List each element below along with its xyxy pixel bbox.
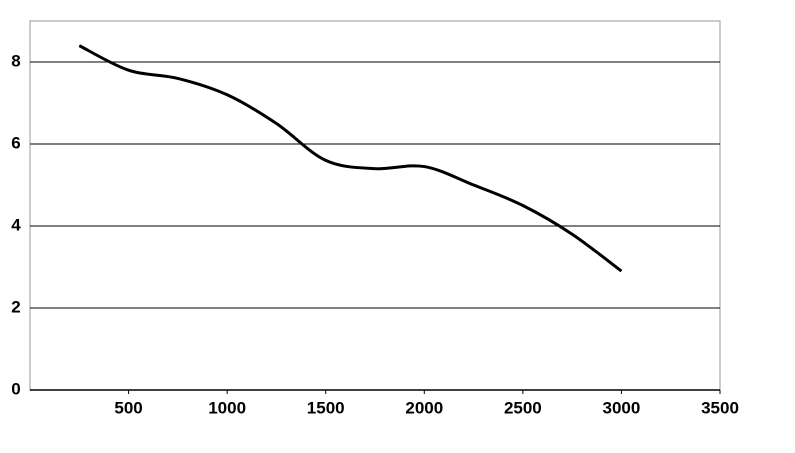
y-tick-label: 8 [11,51,20,70]
y-tick-label: 6 [11,133,20,152]
line [78,44,623,273]
x-tick-label: 2500 [504,398,542,417]
x-tick-label: 1500 [307,398,345,417]
y-tick-label: 4 [11,215,21,234]
x-tick-label: 1000 [208,398,246,417]
x-tick-label: 3500 [701,398,739,417]
plot-area [29,20,721,391]
x-tick-label: 3000 [603,398,641,417]
x-tick-label: 500 [114,398,142,417]
y-tick-label: 0 [11,379,20,398]
x-tick-label: 2000 [405,398,443,417]
y-tick-label: 2 [11,297,20,316]
